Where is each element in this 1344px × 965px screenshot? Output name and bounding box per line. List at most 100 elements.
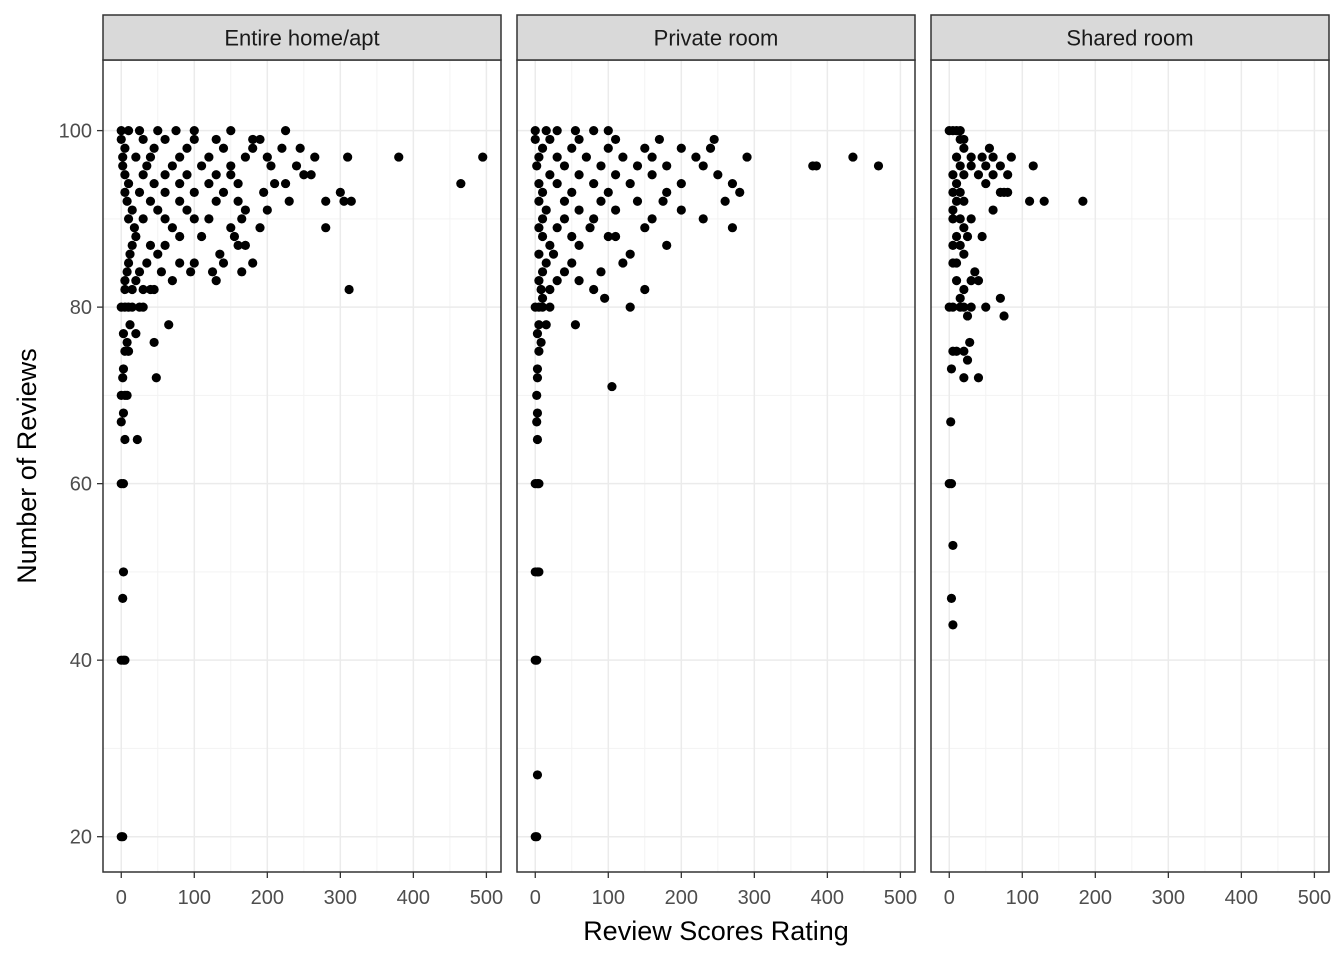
data-point [226,161,236,171]
data-point [727,223,738,233]
data-point [240,152,251,162]
data-point [532,373,543,383]
x-tick-label: 500 [470,887,503,909]
data-point [618,258,628,268]
data-point [149,284,159,295]
data-point [574,240,584,250]
data-point [610,231,621,242]
facet-strip-label: Shared room [1066,26,1193,51]
data-point [603,187,613,197]
data-point [574,276,584,286]
data-point [262,205,272,215]
data-point [277,143,287,153]
data-point [532,408,543,418]
data-point [149,143,159,153]
data-point [189,258,199,268]
data-point [532,364,543,374]
data-point [167,276,177,286]
data-point [640,223,650,233]
data-point [676,205,686,215]
data-point [321,223,331,233]
data-point [129,223,140,233]
x-tick-label: 400 [397,887,430,909]
data-point [545,284,555,295]
data-point [534,346,544,356]
data-point [545,134,555,145]
data-point [122,267,132,277]
data-point [280,126,291,136]
data-point [134,267,145,277]
data-point [848,152,858,162]
data-point [120,187,130,197]
data-point [995,161,1005,171]
data-point [534,196,544,206]
data-point [266,161,276,171]
data-point [237,214,247,224]
data-point [211,276,221,286]
data-point [552,223,562,233]
data-point [118,152,128,162]
y-tick-label: 80 [70,297,92,319]
data-point [122,196,132,206]
data-point [229,231,240,242]
data-point [541,126,551,136]
data-point [552,152,562,162]
panel-background [103,60,501,872]
x-axis-title: Review Scores Rating [583,916,849,946]
data-point [574,205,584,215]
data-point [955,126,965,136]
data-point [981,161,991,171]
data-point [632,161,643,171]
data-point [186,267,196,277]
data-point [662,240,672,250]
data-point [970,267,980,277]
data-point [548,249,559,259]
data-point [541,320,551,330]
data-point [127,284,137,295]
data-point [534,479,544,489]
data-point [567,258,577,268]
data-point [118,832,128,842]
data-point [532,329,543,339]
data-point [962,311,973,321]
data-point [120,170,130,180]
data-point [585,223,595,233]
data-point [995,293,1005,303]
data-point [735,187,745,197]
data-point [262,152,272,162]
data-point [559,214,570,224]
data-point [698,214,708,224]
data-point [151,373,161,383]
data-point [530,126,540,136]
data-point [534,567,544,577]
data-point [966,302,976,312]
data-point [647,214,657,224]
data-point [973,276,984,286]
data-point [959,346,969,356]
data-point [248,258,258,268]
data-point [537,214,548,224]
data-point [647,152,657,162]
data-point [321,196,331,206]
data-point [1078,196,1088,206]
data-point [709,134,719,145]
data-point [596,267,606,277]
data-point [951,346,962,356]
data-point [534,178,544,189]
data-point [123,126,134,136]
data-point [138,302,148,312]
x-tick-label: 100 [592,887,625,909]
data-point [534,249,544,259]
data-point [118,364,129,374]
data-point [478,152,488,162]
data-point [175,152,185,162]
data-point [720,196,730,206]
data-point [603,126,613,136]
data-point [948,214,958,224]
data-point [182,143,192,153]
data-point [981,178,991,189]
data-point [123,214,134,224]
data-point [156,267,167,277]
data-point [131,231,141,242]
data-point [1039,196,1049,206]
